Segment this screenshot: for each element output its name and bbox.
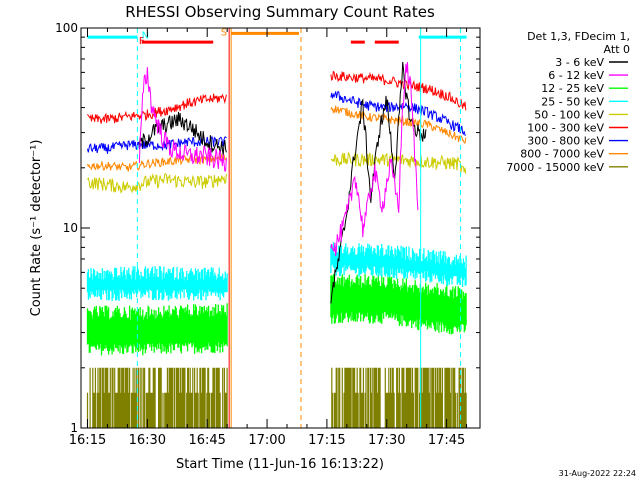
series-line-6-seg-1 [330,90,466,136]
legend-header-line-2: Att 0 [604,43,630,56]
legend-label-4: 50 - 100 keV [534,108,604,121]
legend-label-7: 800 - 7000 keV [520,148,604,161]
series-line-4-seg-1 [330,151,467,174]
series-line-2-seg-0 [86,303,228,356]
x-tick-label: 17:00 [248,433,285,448]
series-line-1-seg-0 [138,67,227,172]
series-line-5-seg-1 [330,70,467,111]
series-line-8-seg-1 [331,367,467,428]
series-line-1-seg-1 [330,62,419,257]
plot-area: FN S [86,28,467,428]
flag-annotation-0: F [139,36,145,47]
series-group [86,61,467,428]
legend-label-8: 7000 - 15000 keV [506,161,604,174]
legend-header-line-1: Det 1,3, FDecim 1, [527,30,630,43]
flag-annotation-1: N [142,30,149,41]
y-tick-label: 1 [70,421,78,435]
x-tick-label: 17:45 [428,433,465,448]
x-tick-label: 16:30 [129,433,166,448]
y-tick-label: 100 [55,21,78,35]
chart-title: RHESSI Observing Summary Count Rates [125,3,435,21]
series-line-5-seg-0 [87,93,227,124]
series-line-7-seg-0 [87,153,227,172]
y-tick-label: 10 [63,221,78,235]
x-axis-label: Start Time (11-Jun-16 16:13:22) [176,457,384,472]
series-line-4-seg-0 [87,172,227,194]
series-line-2-seg-1 [330,274,467,335]
series-line-3-seg-1 [330,242,467,287]
legend-label-3: 25 - 50 keV [541,95,604,108]
x-tick-label: 16:45 [188,433,225,448]
legend-label-2: 12 - 25 keV [541,82,604,95]
x-tick-label: 16:15 [69,433,106,448]
x-tick-label: 17:30 [368,433,405,448]
legend-label-6: 300 - 800 keV [527,135,604,148]
legend-label-1: 6 - 12 keV [548,69,604,82]
y-axis-label: Count Rate (s⁻¹ detector⁻¹) [29,140,44,317]
series-line-8-seg-0 [86,367,228,428]
legend-label-5: 100 - 300 keV [527,122,604,135]
x-tick-label: 17:15 [308,433,345,448]
footer-date: 31-Aug-2022 22:24 [559,469,636,478]
series-line-0-seg-0 [138,111,227,156]
series-line-3-seg-0 [86,266,228,301]
series-line-0-seg-1 [330,61,427,304]
axes-frame: 16:15 16:30 16:45 17:00 17:15 17:30 17:45 1 10 10… [55,21,481,448]
flag-annotation-2: S [221,28,227,39]
legend-label-0: 3 - 6 keV [555,56,604,69]
